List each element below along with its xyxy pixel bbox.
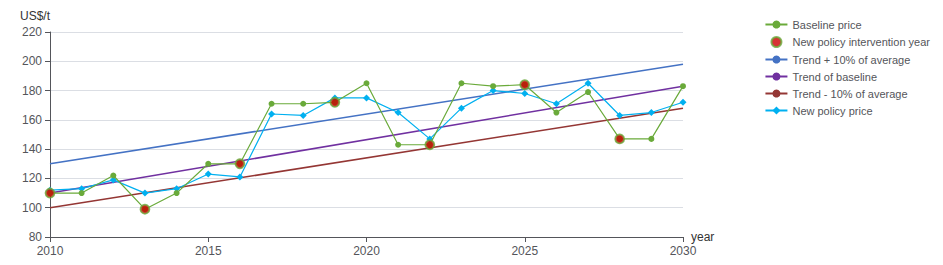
svg-text:180: 180 — [22, 84, 42, 98]
svg-text:2015: 2015 — [195, 244, 222, 258]
svg-text:Trend + 10% of average: Trend + 10% of average — [792, 54, 910, 66]
svg-text:New policy intervention year: New policy intervention year — [792, 36, 930, 48]
svg-text:220: 220 — [22, 25, 42, 39]
svg-text:140: 140 — [22, 142, 42, 156]
svg-text:2020: 2020 — [353, 244, 380, 258]
svg-text:2030: 2030 — [670, 244, 697, 258]
svg-text:2025: 2025 — [511, 244, 538, 258]
svg-text:Trend - 10% of average: Trend - 10% of average — [792, 88, 907, 100]
svg-text:2010: 2010 — [37, 244, 64, 258]
svg-text:Baseline price: Baseline price — [792, 19, 861, 31]
svg-text:US$/t: US$/t — [20, 9, 51, 23]
svg-text:200: 200 — [22, 54, 42, 68]
svg-text:80: 80 — [29, 230, 43, 244]
svg-text:year: year — [691, 230, 714, 244]
svg-text:160: 160 — [22, 113, 42, 127]
svg-text:120: 120 — [22, 171, 42, 185]
svg-text:100: 100 — [22, 201, 42, 215]
svg-text:Trend of baseline: Trend of baseline — [792, 71, 877, 83]
svg-text:New policy price: New policy price — [792, 105, 872, 117]
